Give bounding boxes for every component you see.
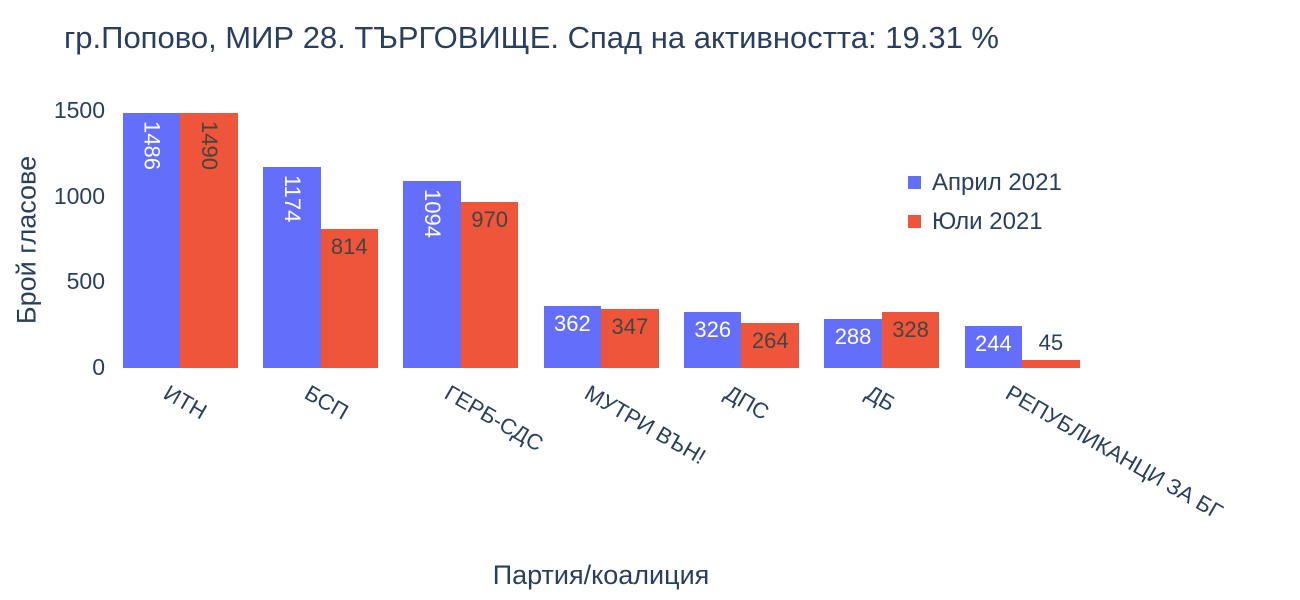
bar-value-label: 362 [554, 310, 591, 336]
bar-value-label: 1490 [196, 120, 222, 170]
bar-july[interactable] [741, 322, 799, 368]
bar-value-label: 814 [330, 233, 368, 259]
bar-value-label: 347 [611, 313, 649, 339]
bar-july[interactable] [320, 228, 379, 368]
bar-april[interactable] [683, 312, 742, 368]
bar-july[interactable] [1022, 360, 1080, 368]
x-tick-label: ИТН [159, 380, 212, 425]
bar-value-label: 328 [892, 316, 929, 342]
legend: Април 2021 Юли 2021 [908, 163, 1062, 241]
x-tick-label: БСП [300, 380, 353, 425]
bar-value-label: 264 [751, 327, 789, 353]
bar-april[interactable] [824, 318, 882, 368]
bar-april[interactable] [122, 113, 181, 368]
bar-value-label: 288 [834, 323, 872, 349]
x-axis-title: Партия/коалиция [492, 560, 710, 590]
bar-july[interactable] [601, 308, 659, 368]
x-tick-label: РЕПУБЛИКАНЦИ ЗА БГ [1001, 380, 1228, 525]
x-tick-label: ГЕРБ-СДС [440, 380, 548, 457]
y-tick-label: 1000 [53, 182, 105, 209]
bar-april[interactable] [263, 166, 321, 368]
bar-value-label: 1486 [139, 121, 165, 171]
bar-april[interactable] [964, 326, 1023, 368]
bar-value-label: 244 [975, 331, 1012, 357]
y-axis-title: Брой гласове [11, 155, 42, 325]
bar-july[interactable] [881, 311, 940, 368]
legend-item-july[interactable]: Юли 2021 [908, 202, 1062, 241]
bar-july[interactable] [460, 201, 519, 368]
y-tick-label: 0 [92, 354, 105, 380]
legend-label: Юли 2021 [932, 207, 1043, 235]
y-tick-label: 500 [66, 268, 105, 295]
bar-value-label: 970 [471, 206, 508, 232]
x-tick-label: МУТРИ ВЪН! [580, 380, 711, 470]
chart-title: гр.Попово, МИР 28. ТЪРГОВИЩЕ. Спад на ак… [64, 20, 999, 55]
bar-value-label: 326 [694, 317, 732, 343]
legend-swatch [908, 176, 921, 189]
legend-item-april[interactable]: Април 2021 [908, 163, 1062, 202]
bar-april[interactable] [543, 305, 602, 368]
legend-label: Април 2021 [932, 168, 1062, 196]
bar-value-label: 1174 [279, 174, 305, 223]
y-tick-label: 1500 [53, 97, 105, 123]
bar-value-label: 45 [1038, 330, 1064, 356]
bar-april[interactable] [403, 180, 461, 368]
x-tick-label: ДПС [720, 380, 774, 425]
x-tick-label: ДБ [861, 380, 900, 417]
legend-swatch [908, 215, 921, 228]
bar-value-label: 1094 [420, 188, 446, 238]
bar-july[interactable] [180, 112, 238, 368]
